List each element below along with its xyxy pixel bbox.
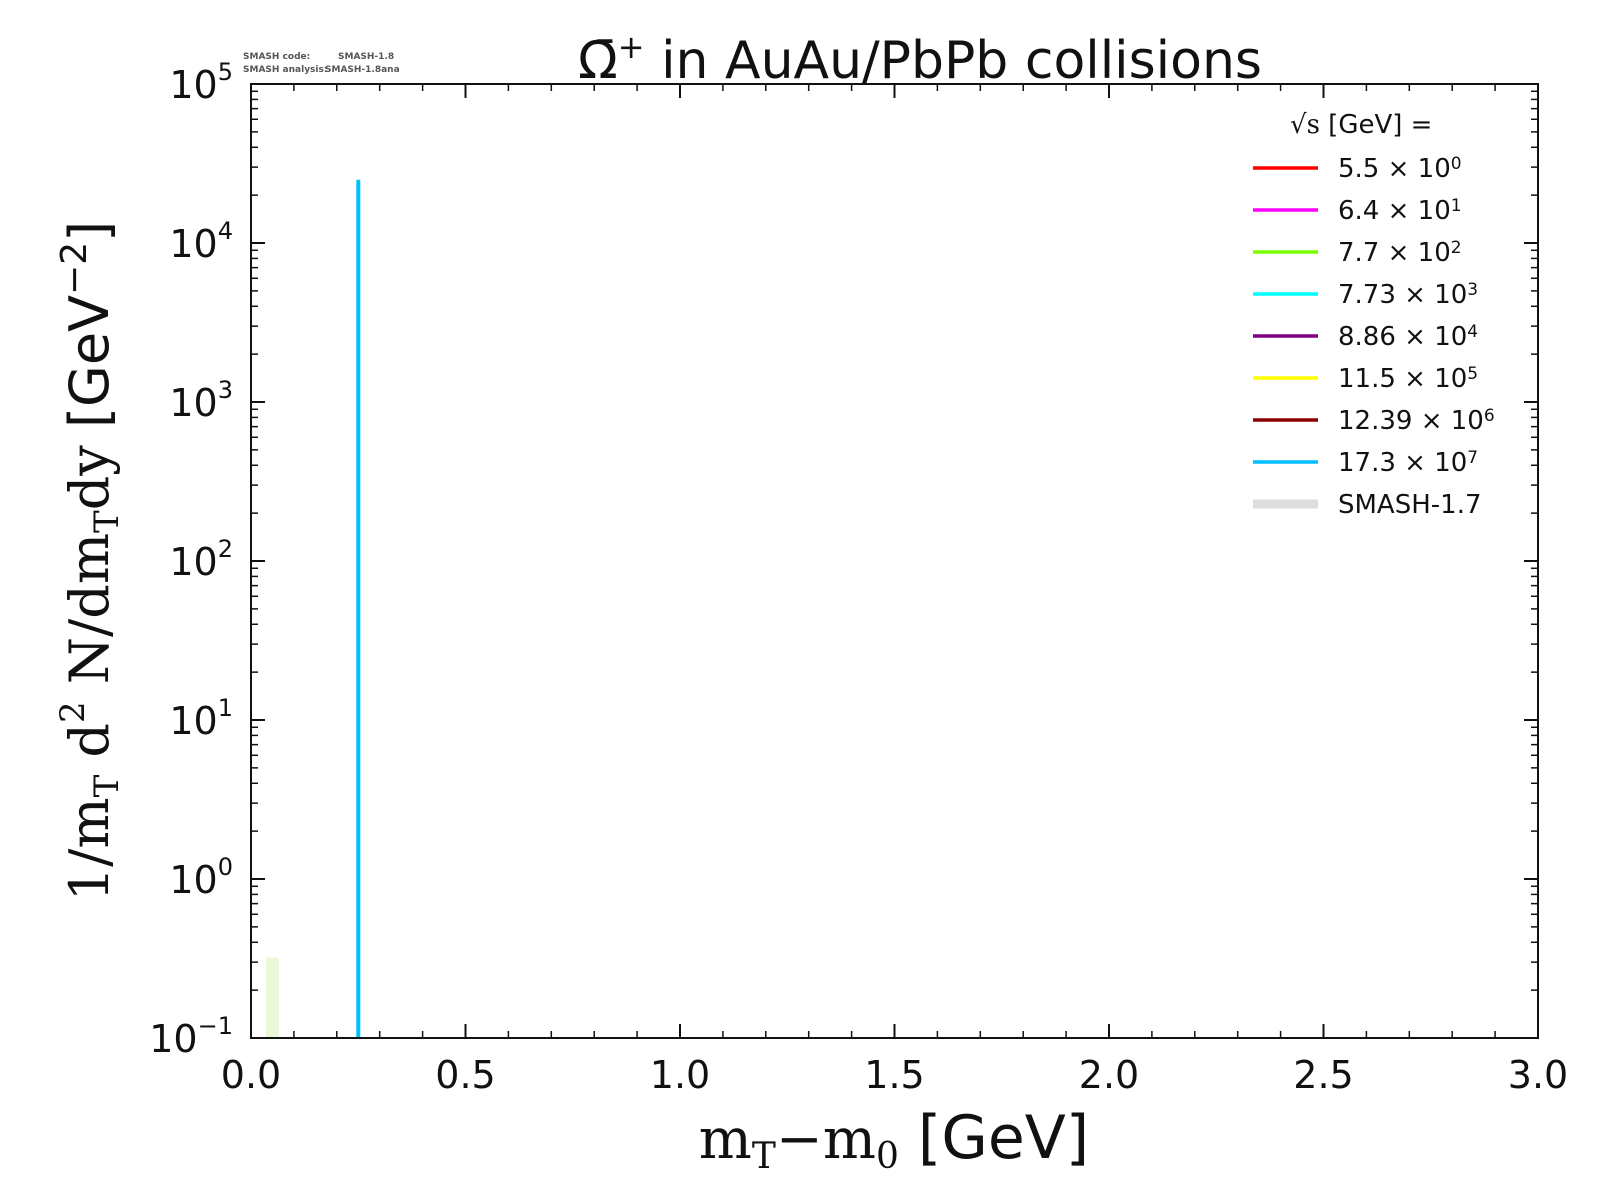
legend-label-7: 17.3 × 107 <box>1338 448 1478 478</box>
legend-title-sqrt: √s <box>1290 110 1320 140</box>
y-tick-label: 105 <box>169 58 233 107</box>
xlabel-sub1: T <box>752 1136 776 1177</box>
tick-layer <box>250 83 1539 1039</box>
ylabel-sub3: T <box>87 510 127 533</box>
y-tick-label: 102 <box>169 535 233 584</box>
reference-bar <box>266 957 279 1038</box>
x-tick-labels: 0.0 0.5 1.0 1.5 2.0 2.5 3.0 <box>221 1053 1568 1097</box>
legend-title: √s [GeV] = <box>1290 110 1432 140</box>
smash-code-value: SMASH-1.8 <box>338 52 394 62</box>
xlabel-m1: m <box>699 1107 752 1172</box>
ylabel-sup2: 2 <box>53 701 93 723</box>
x-tick-label: 2.0 <box>1079 1053 1139 1097</box>
ylabel-part1: 1/m <box>58 797 121 901</box>
y-tick-label: 10−1 <box>149 1012 233 1061</box>
x-axis-label: mT−m0 [GeV] <box>699 1103 1089 1177</box>
xlabel-units: [GeV] <box>899 1103 1089 1173</box>
legend-label-3: 7.73 × 103 <box>1338 280 1478 310</box>
x-tick-label: 3.0 <box>1508 1053 1568 1097</box>
legend-label-6: 12.39 × 106 <box>1338 406 1495 436</box>
title-superscript: + <box>618 28 645 66</box>
legend-label-1: 6.4 × 101 <box>1338 196 1462 226</box>
title-symbol: Ω̄ <box>578 31 618 91</box>
legend-label-2: 7.7 × 102 <box>1338 238 1462 268</box>
legend-label-reference: SMASH-1.7 <box>1338 490 1482 520</box>
ylabel-units-exp: −2 <box>54 242 95 295</box>
xlabel-sub2: 0 <box>876 1136 899 1177</box>
smash-code-label: SMASH code: <box>243 52 310 62</box>
smash-analysis-label: SMASH analysis: <box>243 65 327 75</box>
ylabel-units: [GeV <box>58 295 121 445</box>
smash-analysis-value: SMASH-1.8ana <box>325 65 400 75</box>
legend-items: 5.5 × 100 6.4 × 101 7.7 × 102 7.73 × 103 8.8… <box>1253 154 1495 520</box>
y-tick-label: 100 <box>169 853 233 902</box>
y-axis-label: 1/mT d2 N/dmTdy [GeV−2] <box>53 221 127 901</box>
x-tick-label: 0.5 <box>435 1053 495 1097</box>
chart-title: Ω̄+ in AuAu/PbPb collisions <box>578 28 1262 91</box>
xlabel-dash: − <box>776 1107 823 1172</box>
legend: √s [GeV] = 5.5 × 100 6.4 × 101 7.7 × 102 7.… <box>1253 110 1495 520</box>
plot-frame <box>250 83 1539 1039</box>
legend-label-0: 5.5 × 100 <box>1338 154 1462 184</box>
y-tick-label: 103 <box>169 376 233 425</box>
xlabel-m2: m <box>823 1107 876 1172</box>
x-tick-label: 1.5 <box>864 1053 924 1097</box>
data-layer <box>266 179 361 1038</box>
x-tick-label: 0.0 <box>221 1053 281 1097</box>
legend-label-5: 11.5 × 105 <box>1338 364 1478 394</box>
ylabel-units-close: ] <box>58 221 121 242</box>
ylabel-part4: dy <box>58 445 121 511</box>
ylabel-sub1: T <box>87 774 127 797</box>
x-tick-label: 1.0 <box>650 1053 710 1097</box>
ylabel-part3: N/dm <box>58 533 121 701</box>
legend-label-4: 8.86 × 104 <box>1338 322 1478 352</box>
legend-title-rest: [GeV] = <box>1320 110 1433 140</box>
y-tick-label: 101 <box>169 694 233 743</box>
title-text-rest: in AuAu/PbPb collisions <box>645 31 1262 91</box>
ylabel-part2: d <box>58 723 121 775</box>
x-tick-label: 2.5 <box>1293 1053 1353 1097</box>
y-tick-label: 104 <box>169 217 233 266</box>
y-tick-labels: 10−1 100 101 102 103 104 105 <box>149 58 233 1061</box>
